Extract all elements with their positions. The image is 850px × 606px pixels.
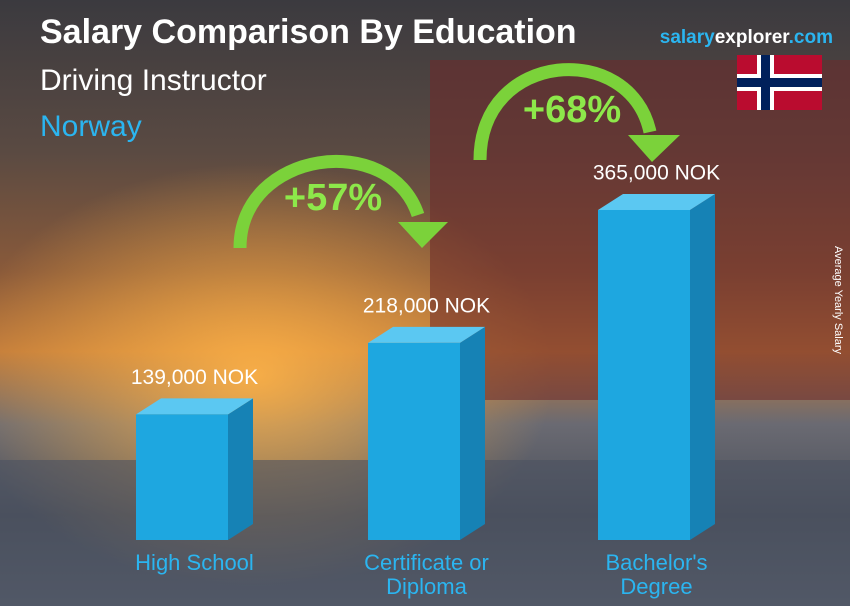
bar-side	[690, 194, 715, 540]
x-tick-label: High School	[135, 550, 254, 575]
brand-part: explorer	[715, 27, 791, 48]
bar	[598, 210, 690, 540]
x-tick-label: Bachelor's Degree	[605, 550, 708, 599]
arrow	[233, 63, 680, 249]
arrow-head	[628, 135, 680, 162]
bar-side	[228, 398, 253, 540]
x-tick-label: Certificate or Diploma	[364, 550, 489, 599]
bar	[136, 414, 228, 540]
brand-part: salary	[660, 27, 715, 48]
flag	[737, 55, 822, 110]
annotation: +57%	[284, 177, 382, 219]
chart-title: Salary Comparison By Education	[40, 13, 577, 51]
value-label: 365,000 NOK	[593, 162, 720, 185]
brand: salaryexplorer.com	[660, 27, 833, 48]
arrow-curve	[473, 63, 657, 161]
arrow-curve	[233, 154, 425, 249]
bar	[368, 342, 460, 540]
subtitle: Driving Instructor	[40, 64, 267, 97]
bar-top	[368, 326, 485, 343]
y-axis-label: Average Yearly Salary	[832, 246, 844, 355]
value-label: 218,000 NOK	[363, 294, 490, 317]
annotation: +68%	[523, 89, 621, 131]
bar-side	[460, 326, 485, 540]
arrow-head	[398, 222, 448, 248]
bar-top	[598, 194, 715, 210]
location: Norway	[40, 110, 142, 143]
brand-part: .com	[789, 27, 833, 48]
bar-top	[136, 398, 253, 415]
flag-cross	[737, 78, 822, 87]
value-label: 139,000 NOK	[131, 366, 258, 389]
